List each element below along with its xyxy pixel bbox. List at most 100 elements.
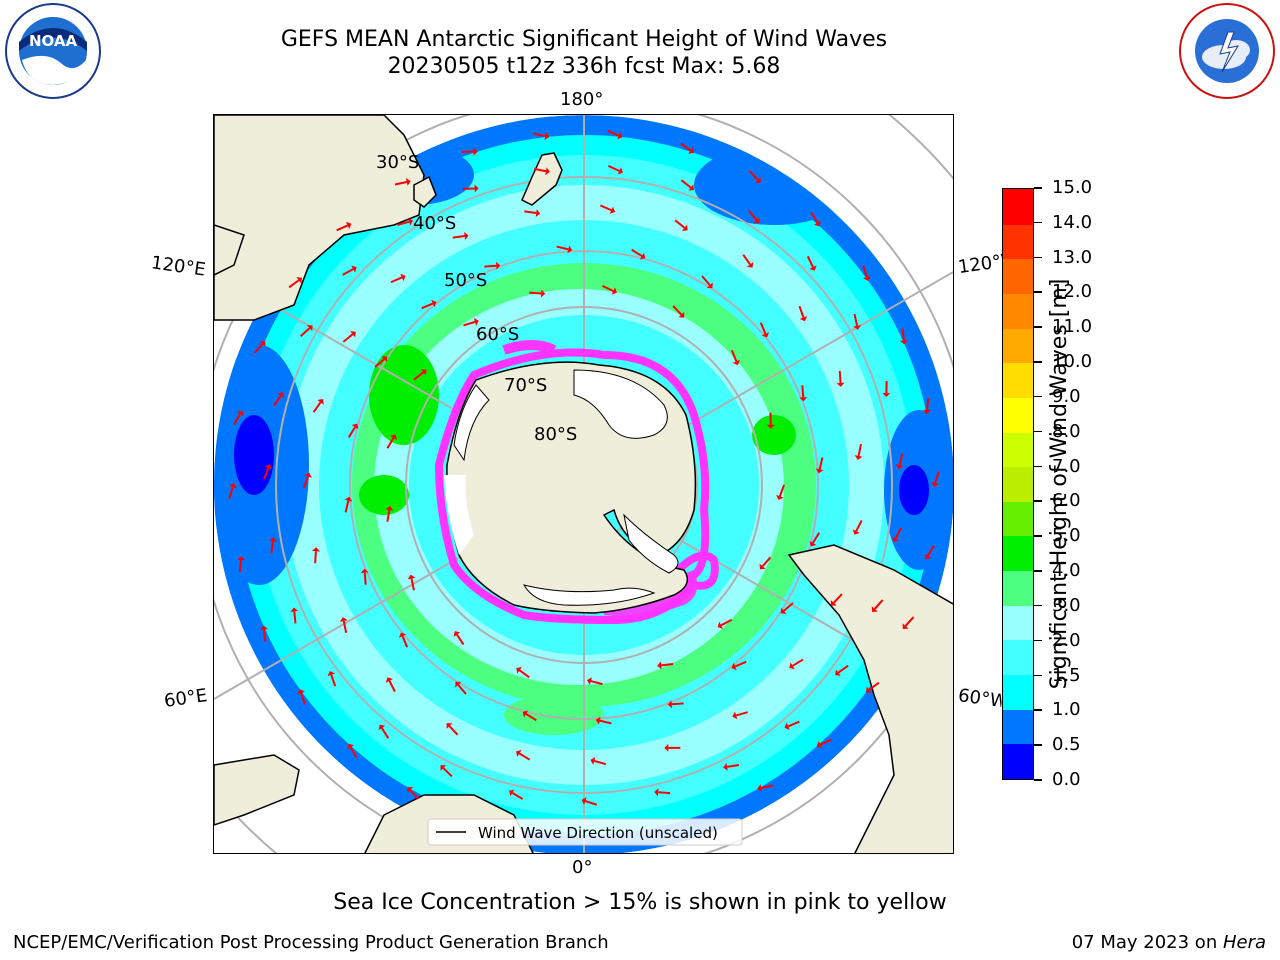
wave-direction-arrow [868,681,880,691]
wave-direction-arrowhead [440,765,447,771]
wave-direction-arrow [749,170,759,181]
wave-direction-arrow [463,320,476,327]
wave-direction-arrowhead [871,606,878,612]
wave-direction-arrowhead [717,621,724,629]
wave-direction-arrowhead [678,311,685,318]
wave-direction-arrowhead [789,662,795,670]
wave-direction-arrowhead [237,555,246,561]
wave-direction-arrowhead [813,220,821,227]
wave-direction-arrow [599,204,612,212]
colorbar-segment [1003,258,1033,294]
wave-direction-arrowhead [809,540,817,547]
wave-direction-arrow [735,711,748,717]
wave-direction-arrow [926,545,935,557]
wave-direction-arrowhead [522,710,529,718]
wind-wave-arrows [228,129,940,806]
wave-direction-arrow [518,669,530,679]
wave-direction-arrowhead [753,217,760,224]
map-legend: Wind Wave Direction (unscaled) [427,818,743,846]
colorbar-tick [1034,326,1042,328]
wave-direction-arrow [303,476,309,489]
wave-direction-arrowhead [516,667,522,674]
colorbar-segment [1003,362,1033,398]
wave-direction-arrow [898,453,904,466]
wave-direction-arrow [674,219,686,229]
wave-direction-arrowhead [815,468,824,474]
wave-direction-arrow [602,284,614,292]
wave-direction-arrowhead [854,455,863,460]
colorbar-segment [1003,570,1033,606]
wave-direction-arrow [293,611,297,624]
wave-direction-arrowhead [385,677,393,683]
wave-direction-arrowhead [891,536,900,543]
colorbar-tick-label: 11.0 [1052,316,1093,338]
colorbar-tick [1034,361,1042,363]
colorbar-segment [1003,397,1033,433]
colorbar-tick [1034,500,1042,502]
wave-direction-arrowhead [296,277,303,284]
wave-direction-arrowhead [350,331,356,338]
wave-direction-arrow [390,276,403,284]
wave-direction-arrow [798,305,805,318]
wave-direction-arrow [300,692,306,705]
colorbar-tick [1034,674,1042,677]
wave-direction-arrowhead [420,369,427,376]
wave-direction-arrowhead [732,359,741,366]
wave-direction-arrowhead [345,221,352,230]
colorbar [1002,188,1034,780]
wave-direction-arrow [874,599,884,610]
colorbar-segment [1003,605,1033,641]
wave-direction-arrowhead [306,325,313,332]
colorbar-tick-label: 1.0 [1052,699,1081,721]
wave-direction-arrow [853,313,859,326]
wave-direction-arrowhead [398,632,407,638]
wave-direction-arrow [585,800,598,806]
wave-direction-arrowhead [706,282,713,289]
colorbar-tick-label: 0.5 [1052,734,1081,756]
lat-label-70s: 70°S [504,375,548,396]
wave-direction-arrow [330,674,337,687]
wave-direction-arrowhead [799,316,808,322]
wave-direction-arrow [421,302,434,310]
wave-direction-arrowhead [784,722,790,730]
wave-direction-arrow [556,245,569,251]
lon-label-120w: 120°W [956,250,1006,279]
wave-direction-arrowhead [259,341,266,347]
wave-direction-arrowhead [799,396,808,402]
wave-direction-arrowhead [902,623,909,629]
wave-direction-arrowhead [455,681,462,688]
colorbar-tick [1034,779,1042,781]
polar-map: Wind Wave Direction (unscaled) [213,114,954,854]
wave-direction-arrowhead [931,481,939,487]
wave-direction-arrow [253,343,264,354]
wave-direction-arrowhead [639,252,646,260]
wave-direction-arrow [397,220,410,226]
wave-direction-arrowhead [590,757,596,765]
colorbar-segment [1003,639,1033,676]
wave-direction-arrow [819,738,832,746]
wave-direction-arrow [529,291,542,295]
colorbar-segment [1003,224,1033,260]
wave-direction-arrow [818,457,824,470]
wave-direction-arrowhead [260,625,269,631]
wave-direction-arrowhead [405,178,411,186]
wave-direction-arrow [349,746,358,759]
wave-direction-arrow [381,727,390,739]
wave-direction-arrow [263,629,267,642]
colorbar-segment [1003,431,1033,468]
wave-direction-arrowhead [617,167,623,175]
wave-direction-arrow [394,180,407,186]
wave-direction-arrow [524,210,537,215]
colorbar-segment [1003,501,1033,537]
wave-direction-arrowhead [473,318,479,326]
wave-direction-arrow [801,385,805,398]
colorbar-tick-label: 13.0 [1052,246,1093,268]
wave-direction-arrowhead [407,787,414,793]
wave-direction-arrow [837,664,849,674]
wave-direction-arrow [838,370,842,383]
wave-direction-arrow [761,784,774,790]
wave-direction-arrow [904,616,915,627]
legend-label: Wind Wave Direction (unscaled) [478,824,718,842]
wave-direction-arrowhead [809,265,817,271]
wave-direction-arrow [228,486,234,499]
